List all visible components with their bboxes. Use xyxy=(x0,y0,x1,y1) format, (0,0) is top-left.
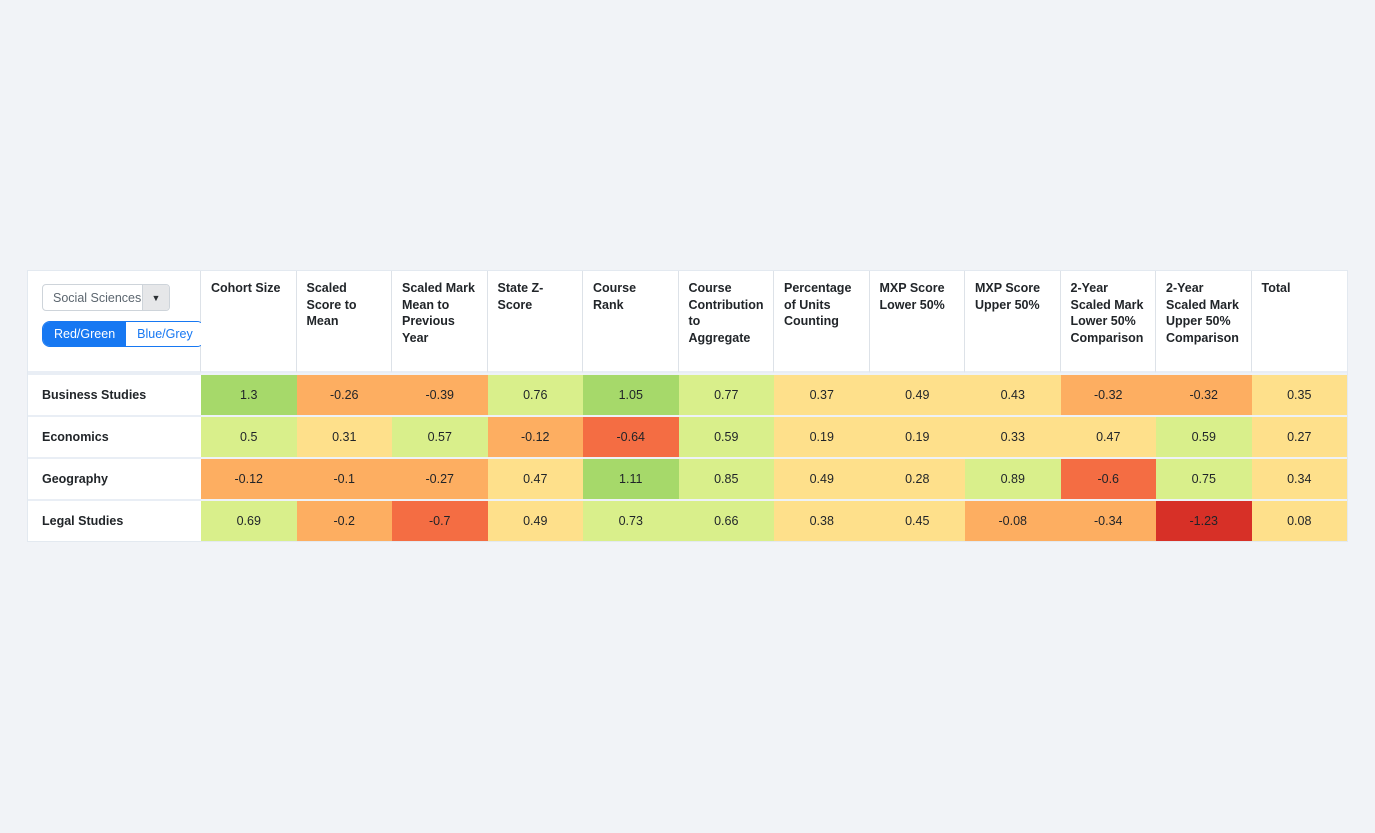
heatmap-cell: 0.34 xyxy=(1251,457,1347,499)
heatmap-cell: 0.08 xyxy=(1251,499,1347,541)
heatmap-cell: 0.19 xyxy=(869,415,965,457)
heatmap-cell: -0.7 xyxy=(392,499,488,541)
heatmap-cell: -0.08 xyxy=(965,499,1061,541)
heatmap-cell: 0.47 xyxy=(1060,415,1156,457)
heatmap-cell: 0.75 xyxy=(1156,457,1252,499)
heatmap-cell: 0.49 xyxy=(774,457,870,499)
column-header: Scaled Score to Mean xyxy=(296,271,392,373)
heatmap-cell: -0.39 xyxy=(392,373,488,415)
heatmap-cell: 0.37 xyxy=(774,373,870,415)
chevron-down-icon[interactable]: ▼ xyxy=(142,285,169,310)
column-header: MXP Score Upper 50% xyxy=(965,271,1061,373)
heatmap-cell: 0.27 xyxy=(1251,415,1347,457)
row-label: Business Studies xyxy=(28,373,201,415)
column-header: Cohort Size xyxy=(201,271,297,373)
heatmap-cell: 0.77 xyxy=(678,373,774,415)
heatmap-cell: 0.59 xyxy=(678,415,774,457)
heatmap-cell: 0.47 xyxy=(487,457,583,499)
column-header: Course Contribution to Aggregate xyxy=(678,271,774,373)
heatmap-cell: 0.33 xyxy=(965,415,1061,457)
heatmap-cell: 0.35 xyxy=(1251,373,1347,415)
heatmap-cell: 0.76 xyxy=(487,373,583,415)
heatmap-table-card: Social Sciences ▼ Red/Green Blue/Grey Co… xyxy=(27,270,1348,542)
heatmap-table: Social Sciences ▼ Red/Green Blue/Grey Co… xyxy=(28,271,1347,541)
toggle-blue-grey[interactable]: Blue/Grey xyxy=(126,322,204,346)
heatmap-cell: -0.26 xyxy=(296,373,392,415)
heatmap-cell: 0.49 xyxy=(487,499,583,541)
table-controls-cell: Social Sciences ▼ Red/Green Blue/Grey xyxy=(28,271,205,373)
heatmap-cell: 0.43 xyxy=(965,373,1061,415)
heatmap-cell: -1.23 xyxy=(1156,499,1252,541)
heatmap-cell: -0.32 xyxy=(1156,373,1252,415)
heatmap-cell: 0.28 xyxy=(869,457,965,499)
heatmap-cell: -0.2 xyxy=(296,499,392,541)
heatmap-cell: 0.57 xyxy=(392,415,488,457)
heatmap-cell: 0.49 xyxy=(869,373,965,415)
heatmap-cell: -0.12 xyxy=(201,457,297,499)
heatmap-cell: -0.34 xyxy=(1060,499,1156,541)
heatmap-cell: 1.11 xyxy=(583,457,679,499)
heatmap-cell: 0.85 xyxy=(678,457,774,499)
category-select-value: Social Sciences xyxy=(53,290,142,305)
column-header: Scaled Mark Mean to Previous Year xyxy=(392,271,488,373)
toggle-red-green[interactable]: Red/Green xyxy=(43,322,127,346)
column-header: 2-Year Scaled Mark Upper 50% Comparison xyxy=(1156,271,1252,373)
heatmap-cell: -0.64 xyxy=(583,415,679,457)
row-label: Economics xyxy=(28,415,201,457)
heatmap-cell: 0.69 xyxy=(201,499,297,541)
column-header: Course Rank xyxy=(583,271,679,373)
column-header: State Z-Score xyxy=(487,271,583,373)
heatmap-cell: 0.31 xyxy=(296,415,392,457)
heatmap-cell: 0.19 xyxy=(774,415,870,457)
heatmap-cell: 0.45 xyxy=(869,499,965,541)
heatmap-cell: 0.66 xyxy=(678,499,774,541)
heatmap-cell: -0.32 xyxy=(1060,373,1156,415)
column-header: 2-Year Scaled Mark Lower 50% Comparison xyxy=(1060,271,1156,373)
heatmap-cell: 0.89 xyxy=(965,457,1061,499)
column-header: Percentage of Units Counting xyxy=(774,271,870,373)
heatmap-cell: -0.12 xyxy=(487,415,583,457)
column-header: Total xyxy=(1251,271,1347,373)
heatmap-cell: 0.5 xyxy=(201,415,297,457)
heatmap-cell: 1.3 xyxy=(201,373,297,415)
column-header: MXP Score Lower 50% xyxy=(869,271,965,373)
heatmap-cell: -0.27 xyxy=(392,457,488,499)
heatmap-cell: -0.6 xyxy=(1060,457,1156,499)
category-select[interactable]: Social Sciences ▼ xyxy=(42,284,170,311)
heatmap-cell: -0.1 xyxy=(296,457,392,499)
row-label: Legal Studies xyxy=(28,499,201,541)
heatmap-cell: 1.05 xyxy=(583,373,679,415)
heatmap-cell: 0.38 xyxy=(774,499,870,541)
palette-toggle: Red/Green Blue/Grey xyxy=(42,321,205,347)
row-label: Geography xyxy=(28,457,201,499)
heatmap-cell: 0.59 xyxy=(1156,415,1252,457)
heatmap-cell: 0.73 xyxy=(583,499,679,541)
